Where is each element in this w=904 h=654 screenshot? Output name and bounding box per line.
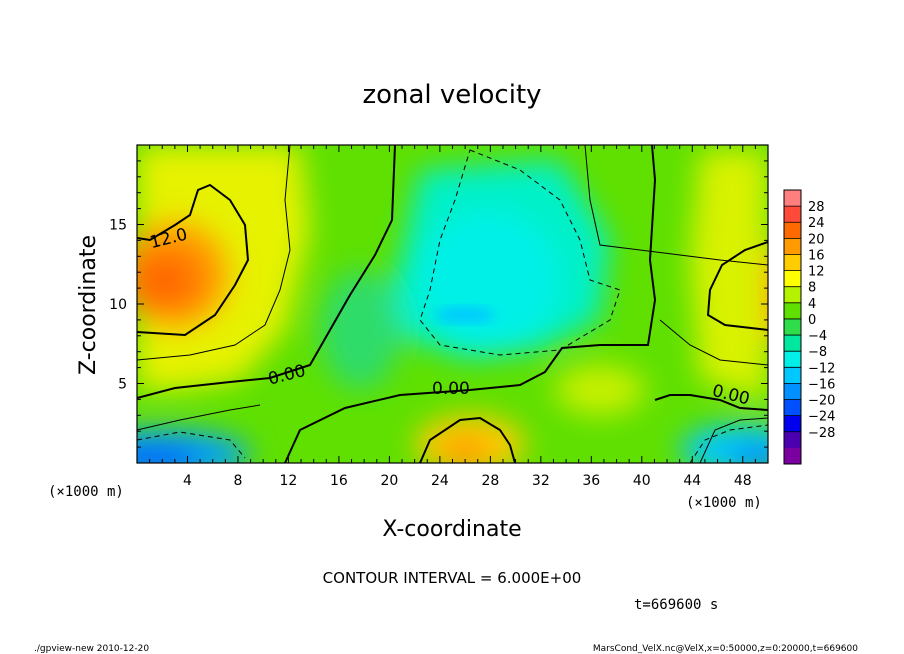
colorbar-label: −20 bbox=[808, 394, 835, 409]
colorbar-label: −4 bbox=[808, 329, 827, 344]
contour-interval-text: CONTOUR INTERVAL = 6.000E+00 bbox=[323, 569, 582, 587]
time-label: t=669600 s bbox=[634, 597, 718, 613]
x-tick-label: 24 bbox=[431, 473, 449, 489]
colorbar-label: −28 bbox=[808, 426, 835, 441]
y-tick-label: 10 bbox=[109, 297, 127, 313]
colorbar-label: −16 bbox=[808, 377, 835, 392]
x-tick-label: 4 bbox=[183, 473, 192, 489]
y-tick-label: 5 bbox=[118, 377, 127, 393]
y-axis-title: Z-coordinate bbox=[76, 235, 101, 375]
colorbar-swatch bbox=[784, 206, 801, 223]
x-axis: 4 8 12 16 20 24 28 32 36 40 44 48 bbox=[136, 145, 769, 489]
colorbar-swatch bbox=[784, 238, 801, 255]
colorbar-swatch bbox=[784, 190, 801, 207]
colorbar-swatch bbox=[784, 447, 801, 465]
colorbar-label: 0 bbox=[808, 313, 816, 328]
x-tick-label: 20 bbox=[380, 473, 398, 489]
colorbar-swatch bbox=[784, 286, 801, 304]
x-tick-label: 40 bbox=[633, 473, 651, 489]
chart-title: zonal velocity bbox=[362, 80, 541, 110]
x-tick-label: 48 bbox=[734, 473, 752, 489]
footer-left: ./gpview-new 2010-12-20 bbox=[34, 644, 149, 654]
colorbar-swatch bbox=[784, 318, 801, 336]
colorbar-swatch bbox=[784, 367, 801, 384]
colorbar-label: 24 bbox=[808, 216, 825, 231]
colorbar-label: 16 bbox=[808, 248, 825, 263]
x-axis-title: X-coordinate bbox=[382, 517, 521, 542]
x-tick-label: 44 bbox=[683, 473, 701, 489]
colorbar-label: 8 bbox=[808, 281, 816, 296]
colorbar-frame bbox=[783, 189, 802, 465]
x-tick-label: 32 bbox=[532, 473, 550, 489]
colorbar-label: −24 bbox=[808, 410, 835, 425]
colorbar-label: 28 bbox=[808, 200, 825, 215]
contour-label: 0.00 bbox=[432, 379, 470, 399]
colorbar-swatch bbox=[784, 270, 801, 288]
colorbar-label: −8 bbox=[808, 345, 827, 360]
z-unit-label: (×1000 m) bbox=[686, 495, 762, 511]
colorbar-swatch bbox=[784, 222, 801, 239]
colorbar-swatch bbox=[784, 415, 801, 433]
x-tick-label: 16 bbox=[330, 473, 348, 489]
velocity-field bbox=[137, 145, 768, 463]
footer-right: MarsCond_VelX.nc@VelX,x=0:50000,z=0:2000… bbox=[593, 644, 858, 654]
colorbar-swatch bbox=[784, 399, 801, 417]
x-tick-label: 8 bbox=[233, 473, 242, 489]
y-tick-label: 15 bbox=[109, 218, 127, 234]
colorbar-label: −12 bbox=[808, 361, 835, 376]
colorbar-label: 12 bbox=[808, 265, 825, 280]
y-axis: 5 10 15 bbox=[109, 144, 768, 464]
colorbar-swatch bbox=[784, 351, 801, 368]
x-unit-label: (×1000 m) bbox=[48, 484, 124, 500]
x-tick-label: 28 bbox=[481, 473, 499, 489]
x-tick-label: 12 bbox=[280, 473, 298, 489]
colorbar-swatch bbox=[784, 302, 801, 320]
colorbar-swatch bbox=[784, 254, 801, 272]
colorbar-label: 20 bbox=[808, 232, 825, 247]
colorbar-label: 4 bbox=[808, 297, 816, 312]
colorbar-swatch bbox=[784, 431, 801, 449]
x-tick-label: 36 bbox=[582, 473, 600, 489]
colorbar-swatch bbox=[784, 335, 801, 352]
contour-lines bbox=[137, 145, 768, 463]
colorbar-swatch bbox=[784, 383, 801, 401]
